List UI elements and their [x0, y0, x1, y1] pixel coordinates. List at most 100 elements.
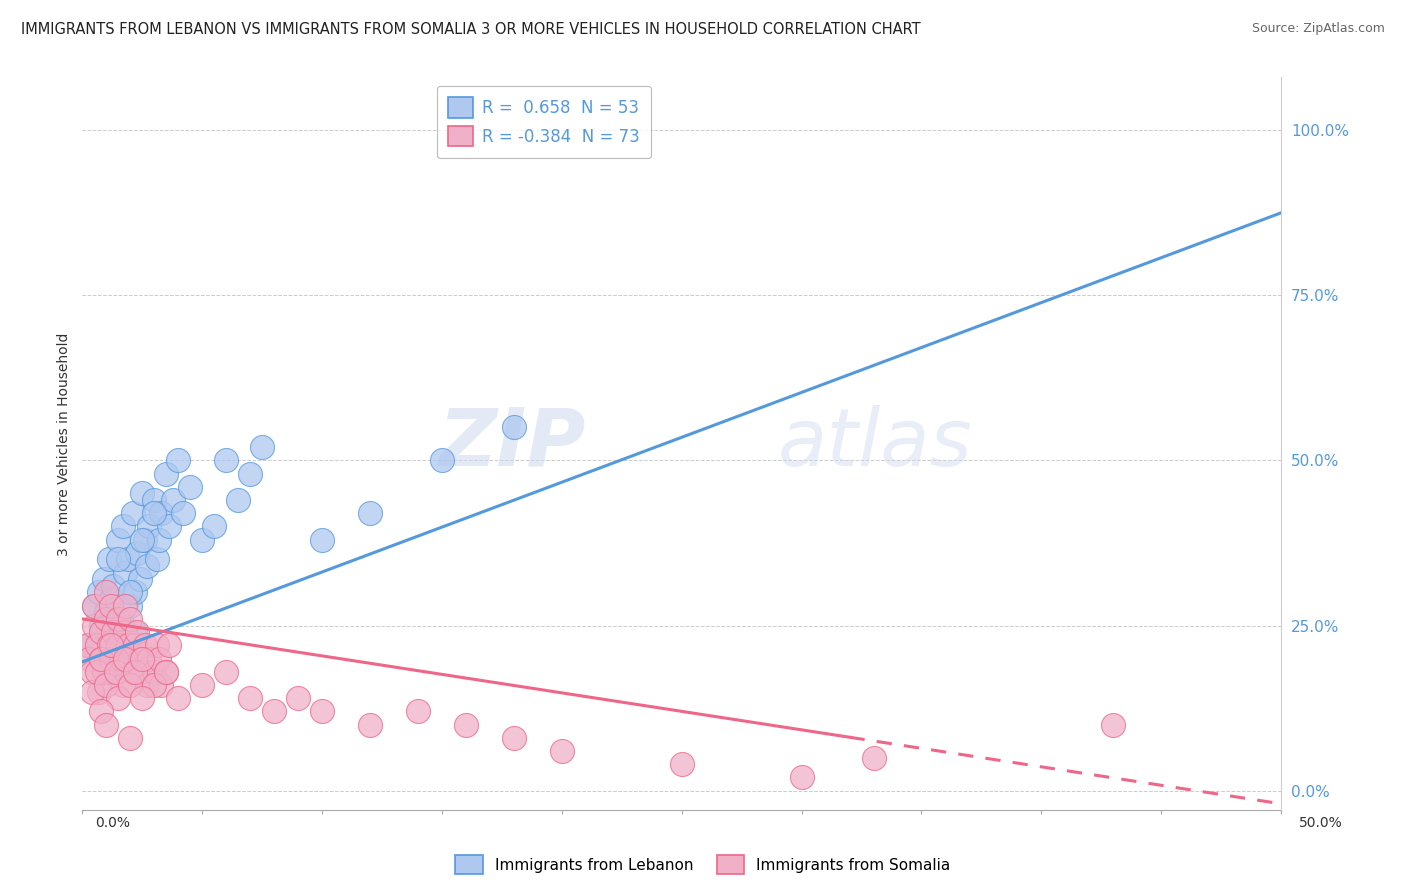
Point [359, 506, 381, 520]
Point [114, 651, 136, 665]
Point [145, 552, 167, 566]
Point [104, 625, 127, 640]
Point [430, 453, 453, 467]
Point [120, 651, 142, 665]
Point [76, 638, 98, 652]
Point [250, 440, 273, 454]
Point [79, 651, 101, 665]
Point [359, 717, 381, 731]
Point [90, 704, 112, 718]
Point [215, 665, 238, 679]
Point [90, 651, 112, 665]
Point [157, 519, 180, 533]
Point [124, 625, 146, 640]
Point [120, 678, 142, 692]
Point [90, 651, 112, 665]
Point [138, 651, 160, 665]
Point [100, 599, 122, 613]
Point [150, 678, 173, 692]
Point [120, 612, 142, 626]
Point [179, 480, 201, 494]
Point [110, 612, 132, 626]
Point [406, 704, 429, 718]
Point [90, 651, 112, 665]
Point [311, 533, 333, 547]
Point [96, 612, 118, 626]
Point [155, 665, 177, 679]
Point [96, 585, 118, 599]
Point [862, 750, 884, 764]
Point [148, 651, 170, 665]
Point [143, 506, 166, 520]
Point [239, 691, 262, 706]
Point [124, 585, 146, 599]
Legend: R =  0.658  N = 53, R = -0.384  N = 73: R = 0.658 N = 53, R = -0.384 N = 73 [437, 86, 651, 158]
Text: Source: ZipAtlas.com: Source: ZipAtlas.com [1251, 22, 1385, 36]
Point [143, 665, 166, 679]
Point [100, 651, 122, 665]
Text: 0.0%: 0.0% [96, 816, 131, 830]
Point [96, 678, 118, 692]
Point [131, 486, 153, 500]
Point [239, 467, 262, 481]
Point [502, 731, 524, 745]
Point [134, 638, 156, 652]
Point [128, 651, 150, 665]
Point [107, 612, 129, 626]
Point [128, 572, 150, 586]
Point [112, 519, 135, 533]
Point [104, 665, 127, 679]
Point [167, 691, 190, 706]
Point [191, 678, 214, 692]
Point [86, 638, 108, 652]
Point [79, 638, 101, 652]
Point [103, 579, 125, 593]
Point [454, 717, 477, 731]
Point [202, 519, 225, 533]
Point [80, 684, 103, 698]
Point [86, 665, 108, 679]
Point [124, 665, 146, 679]
Point [83, 599, 105, 613]
Point [131, 533, 153, 547]
Point [107, 638, 129, 652]
Point [96, 605, 118, 619]
Point [87, 585, 110, 599]
Point [90, 618, 112, 632]
Point [131, 651, 153, 665]
Point [157, 638, 180, 652]
Point [104, 665, 127, 679]
Point [120, 731, 142, 745]
Point [131, 691, 153, 706]
Point [100, 592, 122, 607]
Point [287, 691, 309, 706]
Legend: Immigrants from Lebanon, Immigrants from Somalia: Immigrants from Lebanon, Immigrants from… [450, 849, 956, 880]
Point [114, 625, 136, 640]
Point [114, 638, 136, 652]
Point [90, 625, 112, 640]
Point [502, 420, 524, 434]
Point [107, 552, 129, 566]
Point [671, 757, 693, 772]
Point [117, 552, 139, 566]
Point [107, 533, 129, 547]
Point [134, 533, 156, 547]
Point [97, 552, 120, 566]
Point [127, 625, 149, 640]
Point [96, 717, 118, 731]
Point [107, 691, 129, 706]
Point [143, 678, 166, 692]
Point [103, 625, 125, 640]
Point [97, 638, 120, 652]
Point [311, 704, 333, 718]
Point [121, 665, 143, 679]
Point [93, 665, 115, 679]
Point [83, 618, 105, 632]
Point [114, 599, 136, 613]
Y-axis label: 3 or more Vehicles in Household: 3 or more Vehicles in Household [58, 332, 72, 556]
Point [138, 519, 160, 533]
Point [226, 493, 249, 508]
Point [124, 638, 146, 652]
Point [145, 638, 167, 652]
Text: IMMIGRANTS FROM LEBANON VS IMMIGRANTS FROM SOMALIA 3 OR MORE VEHICLES IN HOUSEHO: IMMIGRANTS FROM LEBANON VS IMMIGRANTS FR… [21, 22, 921, 37]
